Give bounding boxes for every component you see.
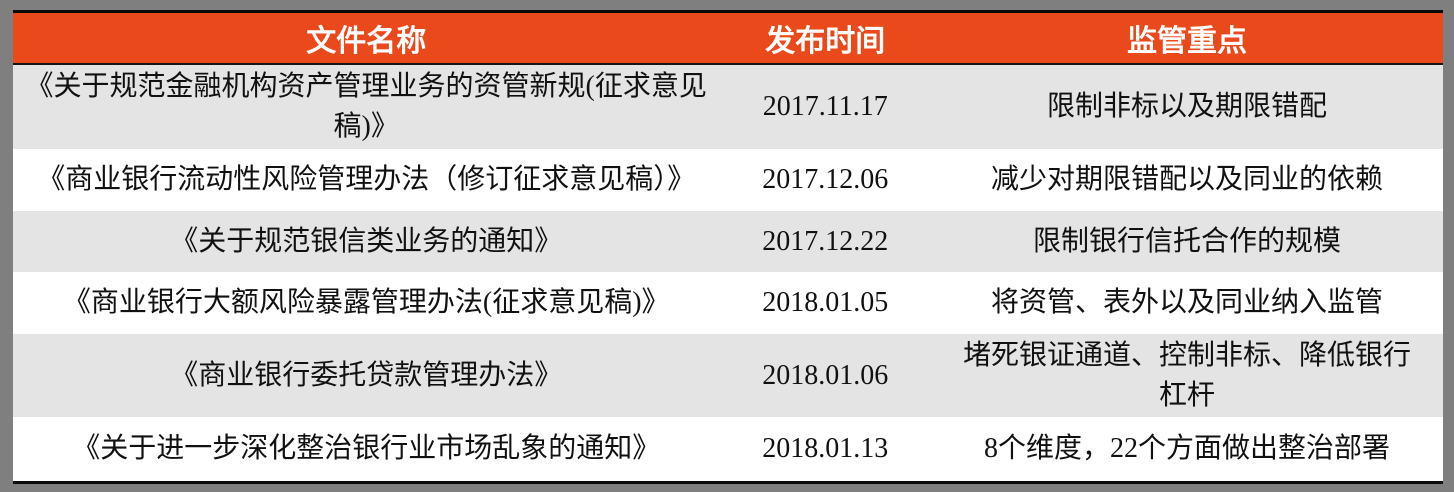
column-header-file-name: 文件名称 xyxy=(306,25,427,58)
file-name-cell: 《关于进一步深化整治银行业市场乱象的通知》 xyxy=(72,433,661,464)
publish-date-cell: 2018.01.06 xyxy=(762,359,889,391)
file-name-cell: 《商业银行委托贷款管理办法》 xyxy=(170,359,563,391)
publish-date-cell: 2017.12.22 xyxy=(762,225,889,257)
regulatory-focus-cell: 8个维度，22个方面做出整治部署 xyxy=(983,433,1390,464)
table-row: 《商业银行流动性风险管理办法（修订征求意见稿）》 2017.12.06 减少对期限错… xyxy=(13,149,1443,211)
publish-date-cell: 2018.01.05 xyxy=(762,287,889,318)
column-header-regulatory-focus: 监管重点 xyxy=(1127,25,1247,58)
regulatory-focus-cell: 将资管、表外以及同业纳入监管 xyxy=(990,287,1383,318)
file-name-cell: 《关于规范金融机构资产管理业务的资管新规(征求意见稿)》 xyxy=(25,71,707,142)
regulatory-focus-cell: 堵死银证通道、控制非标、降低银行杠杆 xyxy=(962,339,1411,411)
table-row: 《关于进一步深化整治银行业市场乱象的通知》 2018.01.13 8个维度，22个方… xyxy=(13,417,1443,481)
table-body: 《关于规范金融机构资产管理业务的资管新规(征求意见稿)》 2017.11.17 限制… xyxy=(13,65,1443,481)
publish-date-cell: 2017.11.17 xyxy=(762,91,888,122)
column-header-publish-date: 发布时间 xyxy=(765,25,886,58)
regulatory-focus-cell: 限制银行信托合作的规模 xyxy=(1032,225,1341,257)
table-row: 《关于规范金融机构资产管理业务的资管新规(征求意见稿)》 2017.11.17 限制… xyxy=(13,65,1443,149)
regulatory-focus-cell: 限制非标以及期限错配 xyxy=(1046,91,1327,122)
file-name-cell: 《商业银行大额风险暴露管理办法(征求意见稿)》 xyxy=(62,287,670,318)
publish-date-cell: 2018.01.13 xyxy=(762,433,889,464)
regulation-documents-table: 文件名称 发布时间 监管重点 《关于规范金融机构资产管理业务的资管新规(征求意见… xyxy=(13,10,1443,484)
publish-date-cell: 2017.12.06 xyxy=(762,164,889,195)
table-header-row: 文件名称 发布时间 监管重点 xyxy=(13,13,1443,65)
file-name-cell: 《关于规范银信类业务的通知》 xyxy=(170,225,563,257)
file-name-cell: 《商业银行流动性风险管理办法（修订征求意见稿）》 xyxy=(37,164,696,195)
table-row: 《关于规范银信类业务的通知》 2017.12.22 限制银行信托合作的规模 xyxy=(13,211,1443,272)
table-row: 《商业银行大额风险暴露管理办法(征求意见稿)》 2018.01.05 将资管、表外以… xyxy=(13,272,1443,334)
table-row: 《商业银行委托贷款管理办法》 2018.01.06 堵死银证通道、控制非标、降低银行… xyxy=(13,334,1443,417)
regulatory-focus-cell: 减少对期限错配以及同业的依赖 xyxy=(990,164,1383,195)
